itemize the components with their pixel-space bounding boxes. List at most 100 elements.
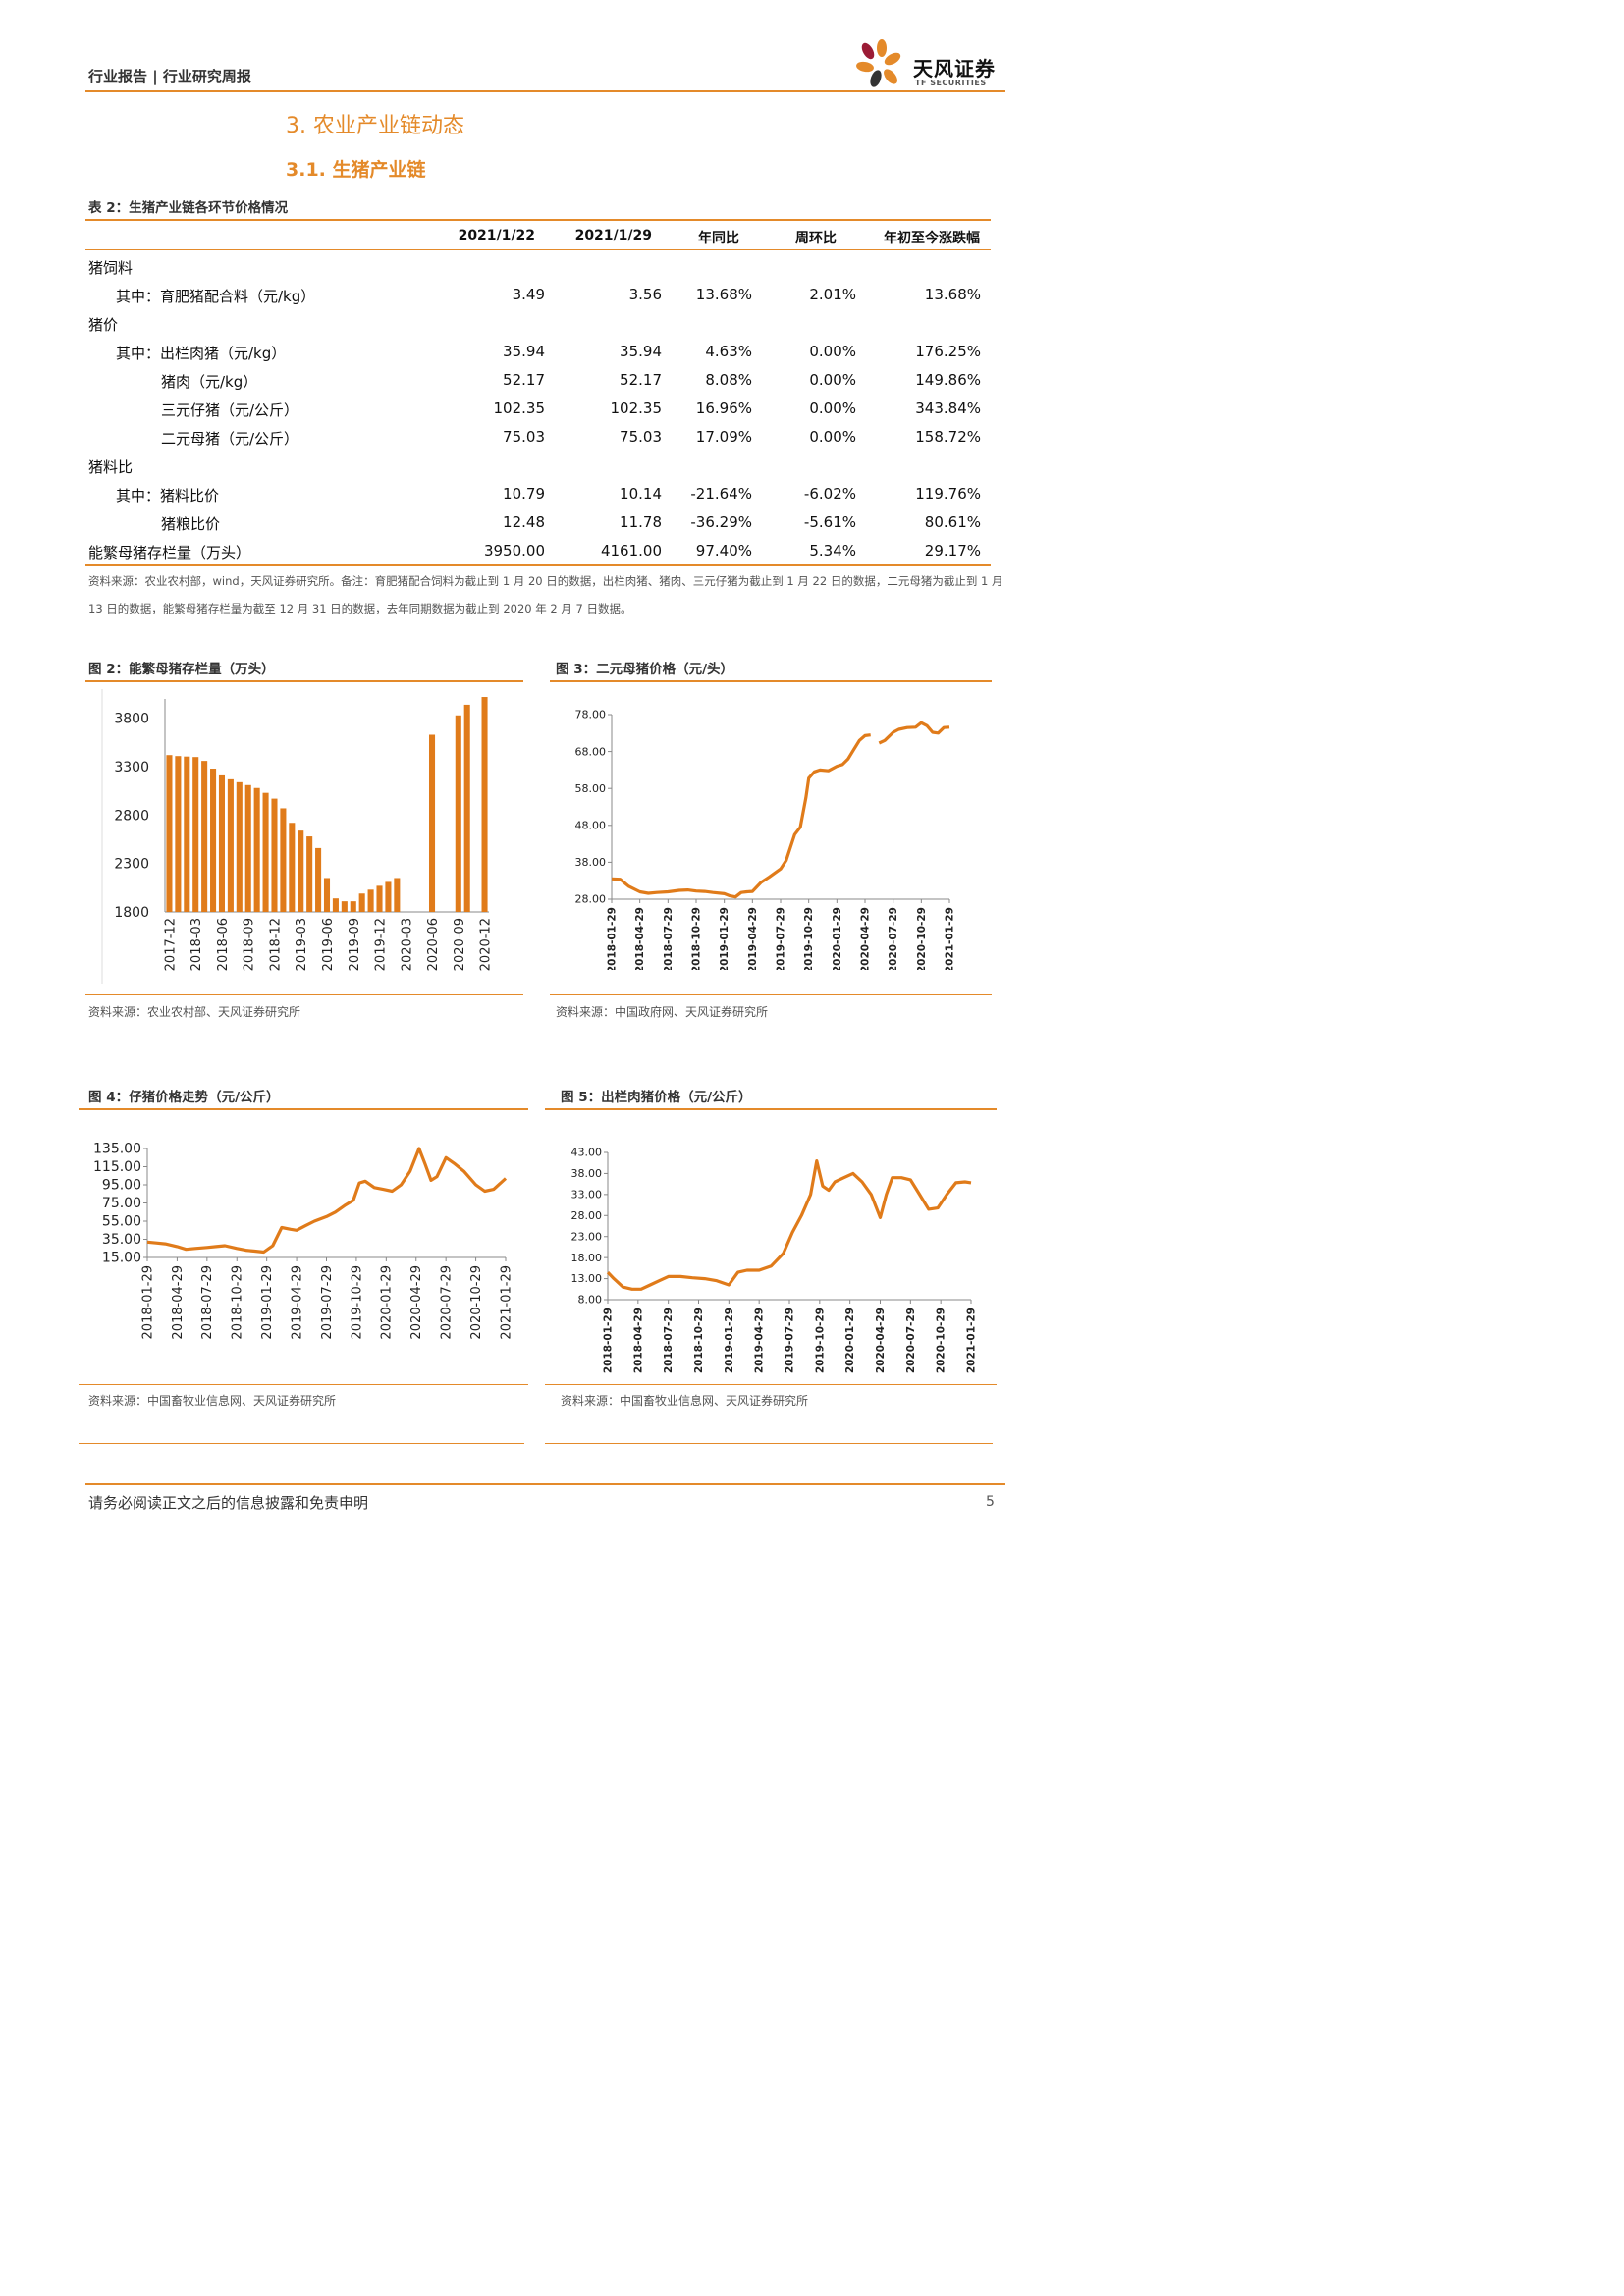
header-rule — [85, 90, 1005, 92]
subsection-title: 3.1. 生猪产业链 — [286, 159, 426, 181]
bar — [201, 761, 208, 912]
bar — [244, 784, 251, 912]
x-tick-label: 2019-09 — [348, 918, 362, 971]
figure-source-rule — [85, 994, 523, 995]
table-row: 猪价 — [0, 310, 1085, 339]
market-hog-price-chart: 8.00 13.00 18.00 23.00 28.00 33.00 38.00 43.00 2… — [571, 1147, 978, 1374]
x-tick-label: 2020-10-29 — [916, 907, 928, 970]
bar — [253, 787, 260, 912]
bar — [175, 756, 182, 912]
y-tick-label: 33.00 — [571, 1189, 603, 1201]
x-tick-label: 2018-01-29 — [140, 1265, 155, 1340]
table-cell: 12.48 — [503, 513, 545, 531]
row-label: 猪肉（元/kg） — [161, 373, 258, 391]
table-row: 二元母猪（元/公斤） 75.03 75.03 17.09% 0.00% 158.72% — [0, 424, 1085, 453]
table-cell: 75.03 — [503, 428, 545, 446]
x-tick-label: 2019-07-29 — [320, 1265, 335, 1340]
bar — [428, 734, 436, 912]
y-tick-label: 28.00 — [575, 893, 607, 906]
series-line — [878, 721, 950, 745]
brand-name-en: TF SECURITIES — [915, 79, 987, 87]
table-cell: 10.79 — [503, 485, 545, 503]
table-caption: 表 2：生猪产业链各环节价格情况 — [88, 200, 289, 216]
y-tick-label: 23.00 — [571, 1230, 603, 1243]
bar — [306, 836, 313, 912]
table-cell: 10.14 — [620, 485, 662, 503]
piglet-price-chart: 15.00 35.00 55.00 75.00 95.00 115.00 135.00 201… — [93, 1142, 514, 1340]
x-tick-label: 2018-07-29 — [663, 1308, 675, 1373]
table-cell: 75.03 — [620, 428, 662, 446]
table-cell: 5.34% — [809, 542, 856, 560]
bar — [463, 704, 470, 912]
series-line — [146, 1147, 508, 1255]
x-tick-label: 2018-01-29 — [603, 1308, 615, 1373]
figure-rule — [85, 680, 523, 682]
table-top-rule — [85, 219, 991, 221]
table-cell: 343.84% — [915, 400, 981, 417]
x-tick-label: 2018-10-29 — [691, 907, 703, 970]
table-cell: 80.61% — [924, 513, 981, 531]
disclaimer: 请务必阅读正文之后的信息披露和免责申明 — [88, 1494, 369, 1512]
bar — [350, 901, 356, 912]
bar — [367, 889, 374, 912]
bar — [218, 774, 226, 912]
x-tick-label: 2018-04-29 — [632, 1308, 644, 1373]
report-category: 行业报告 | 行业研究周报 — [88, 68, 251, 85]
x-tick-label: 2019-07-29 — [776, 907, 787, 970]
y-tick-label: 55.00 — [102, 1214, 141, 1230]
x-tick-label: 2020-07-29 — [440, 1265, 455, 1340]
figure-caption: 图 2：能繁母猪存栏量（万头） — [88, 662, 275, 677]
table-cell: 0.00% — [809, 343, 856, 360]
bar — [184, 756, 190, 912]
x-tick-label: 2020-12 — [479, 918, 494, 971]
row-label: 猪料比 — [88, 458, 134, 476]
figure-caption: 图 3：二元母猪价格（元/头） — [556, 662, 734, 677]
bar — [323, 878, 331, 912]
y-tick-label: 38.00 — [571, 1167, 603, 1180]
x-tick-label: 2019-10-29 — [803, 907, 815, 970]
bar — [376, 885, 383, 912]
table-cell: 52.17 — [620, 371, 662, 389]
table-cell: 29.17% — [924, 542, 981, 560]
table-cell: 17.09% — [695, 428, 752, 446]
table-cell: 97.40% — [695, 542, 752, 560]
table-cell: 4161.00 — [600, 542, 662, 560]
figure-source: 资料来源：农业农村部、天风证券研究所 — [88, 1005, 301, 1019]
table-cell: -5.61% — [803, 513, 856, 531]
x-tick-label: 2020-06 — [426, 918, 441, 971]
table-row: 猪饲料 — [0, 253, 1085, 282]
x-tick-label: 2020-10-29 — [469, 1265, 484, 1340]
x-tick-label: 2019-01-29 — [724, 1308, 735, 1373]
x-tick-label: 2020-04-29 — [860, 907, 872, 970]
table-row: 三元仔猪（元/公斤） 102.35 102.35 16.96% 0.00% 343.84% — [0, 396, 1085, 424]
bar — [455, 715, 461, 912]
x-tick-label: 2018-03 — [189, 918, 204, 971]
x-tick-label: 2019-10-29 — [814, 1308, 826, 1373]
x-tick-label: 2018-07-29 — [200, 1265, 215, 1340]
x-tick-label: 2019-01-29 — [719, 907, 731, 970]
bar — [262, 792, 269, 912]
y-tick-label: 2800 — [114, 808, 149, 824]
table-cell: 4.63% — [705, 343, 752, 360]
table-cell: 52.17 — [503, 371, 545, 389]
col-header: 2021/1/22 — [458, 228, 535, 243]
bar — [332, 898, 339, 912]
x-tick-label: 2019-12 — [374, 918, 389, 971]
table-row: 其中：猪料比价 10.79 10.14 -21.64% -6.02% 119.76% — [0, 481, 1085, 509]
bar — [481, 697, 488, 912]
figure-source: 资料来源：中国畜牧业信息网、天风证券研究所 — [561, 1394, 809, 1408]
x-tick-label: 2018-01-29 — [607, 907, 619, 970]
bar — [289, 823, 296, 912]
y-tick-label: 38.00 — [575, 856, 607, 869]
y-tick-label: 15.00 — [102, 1251, 141, 1266]
table-cell: 8.08% — [705, 371, 752, 389]
table-cell: 35.94 — [503, 343, 545, 360]
x-tick-label: 2018-09 — [243, 918, 257, 971]
figure-rule — [550, 680, 992, 682]
sow-inventory-chart: 1800 2300 2800 3300 3800 2017-12 2018-03 2018-0… — [101, 689, 494, 984]
row-label: 其中：育肥猪配合料（元/kg） — [116, 288, 316, 305]
table-cell: 158.72% — [915, 428, 981, 446]
x-tick-label: 2018-12 — [268, 918, 283, 971]
x-tick-label: 2020-01-29 — [844, 1308, 856, 1373]
x-tick-label: 2020-09 — [453, 918, 467, 971]
